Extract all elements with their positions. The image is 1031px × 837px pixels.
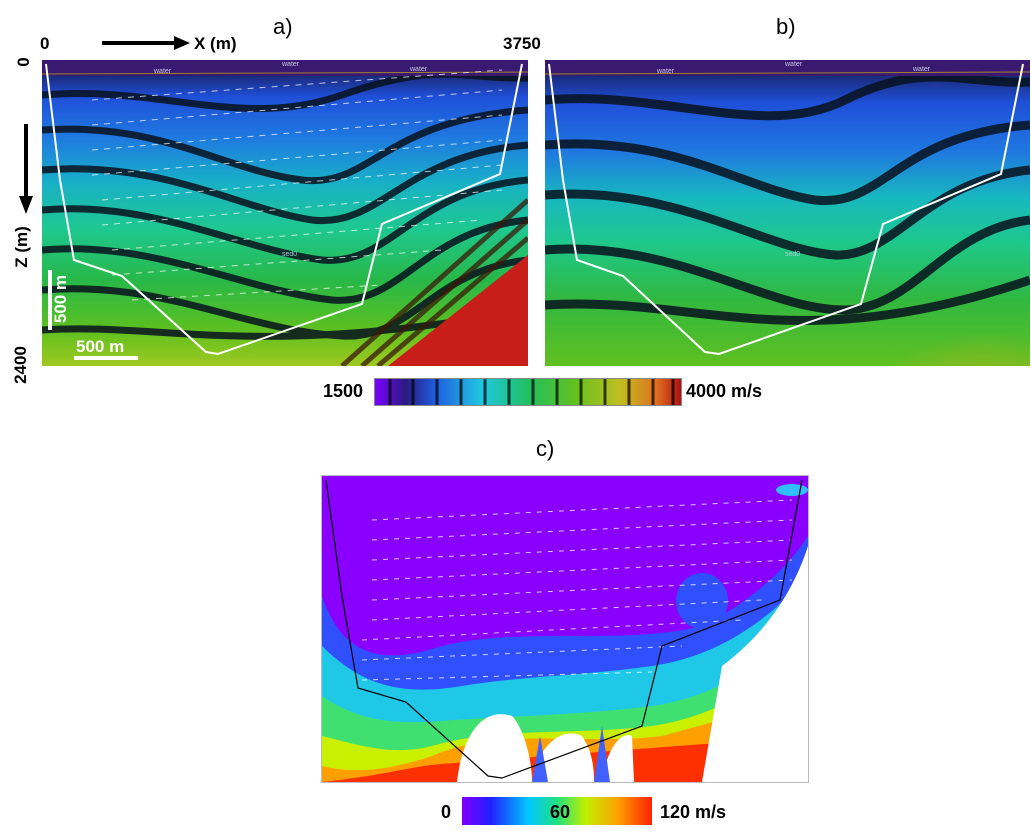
difference-colorbar-max-label: 120 m/s: [660, 802, 727, 822]
water-label-a2: water: [281, 61, 300, 68]
water-label-a3: water: [409, 66, 428, 73]
water-label-b1: water: [656, 68, 675, 75]
velocity-colorbar-min-label: 1500: [323, 381, 364, 401]
sed-label-a: sed0: [282, 251, 297, 258]
difference-colorbar-min-label: 0: [441, 802, 452, 822]
sed-label-b: sed0: [785, 251, 800, 258]
x-arrow-icon: [102, 36, 190, 50]
panel-b-label: b): [776, 14, 796, 39]
x-end-tick: 3750: [503, 34, 541, 53]
water-label-a1: water: [153, 68, 172, 75]
panel-c-label: c): [536, 436, 555, 461]
z-start-tick: 0: [14, 57, 33, 67]
difference-panel: [321, 475, 809, 783]
z-arrow-icon: [19, 124, 33, 214]
x-start-tick: 0: [40, 34, 50, 53]
vertical-scale-label: 500 m: [51, 274, 70, 324]
panel-a-label: a): [273, 14, 293, 39]
velocity-model-true-panel: water water water sed0: [41, 60, 530, 368]
horizontal-scale-label: 500 m: [76, 337, 125, 356]
x-axis-label: X (m): [194, 34, 237, 53]
z-axis-label: Z (m): [12, 226, 31, 268]
difference-colorbar-mid-label: 60: [550, 802, 571, 822]
difference-colorbar: [462, 797, 652, 825]
vertical-scale-bar: [48, 270, 52, 330]
horizontal-scale-bar: [74, 356, 138, 360]
water-label-b3: water: [912, 66, 931, 73]
velocity-colorbar: [374, 378, 682, 406]
velocity-colorbar-max-label: 4000 m/s: [686, 381, 763, 401]
z-end-tick: 2400: [11, 346, 30, 384]
velocity-model-inverted-panel: water water water sed0: [544, 60, 1031, 430]
water-label-b2: water: [784, 61, 803, 68]
